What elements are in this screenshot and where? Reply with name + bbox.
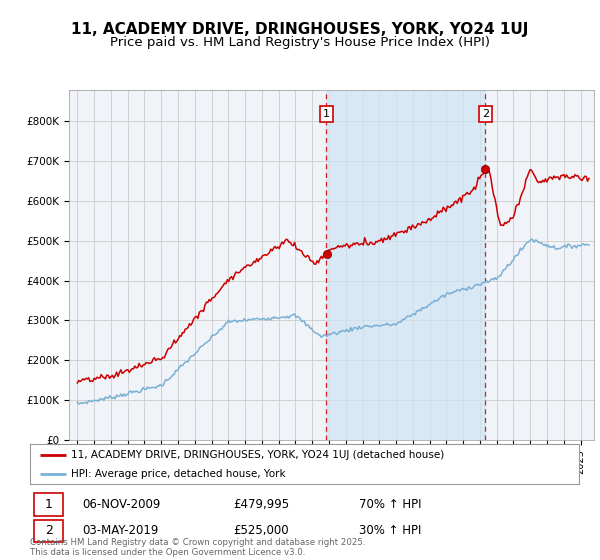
Text: 11, ACADEMY DRIVE, DRINGHOUSES, YORK, YO24 1UJ: 11, ACADEMY DRIVE, DRINGHOUSES, YORK, YO… <box>71 22 529 38</box>
Text: £479,995: £479,995 <box>233 498 289 511</box>
Bar <box>326 90 485 440</box>
Text: 2: 2 <box>45 524 53 538</box>
Text: Price paid vs. HM Land Registry's House Price Index (HPI): Price paid vs. HM Land Registry's House … <box>110 36 490 49</box>
Text: Contains HM Land Registry data © Crown copyright and database right 2025.
This d: Contains HM Land Registry data © Crown c… <box>30 538 365 557</box>
Text: £525,000: £525,000 <box>233 524 289 538</box>
Text: 1: 1 <box>45 498 53 511</box>
Text: 1: 1 <box>323 109 330 119</box>
Text: 06-NOV-2009: 06-NOV-2009 <box>82 498 161 511</box>
FancyBboxPatch shape <box>34 520 63 542</box>
Text: HPI: Average price, detached house, York: HPI: Average price, detached house, York <box>71 469 286 478</box>
Text: 30% ↑ HPI: 30% ↑ HPI <box>359 524 422 538</box>
Text: 03-MAY-2019: 03-MAY-2019 <box>82 524 158 538</box>
FancyBboxPatch shape <box>34 493 63 516</box>
Text: 11, ACADEMY DRIVE, DRINGHOUSES, YORK, YO24 1UJ (detached house): 11, ACADEMY DRIVE, DRINGHOUSES, YORK, YO… <box>71 450 445 460</box>
Text: 70% ↑ HPI: 70% ↑ HPI <box>359 498 422 511</box>
Text: 2: 2 <box>482 109 489 119</box>
